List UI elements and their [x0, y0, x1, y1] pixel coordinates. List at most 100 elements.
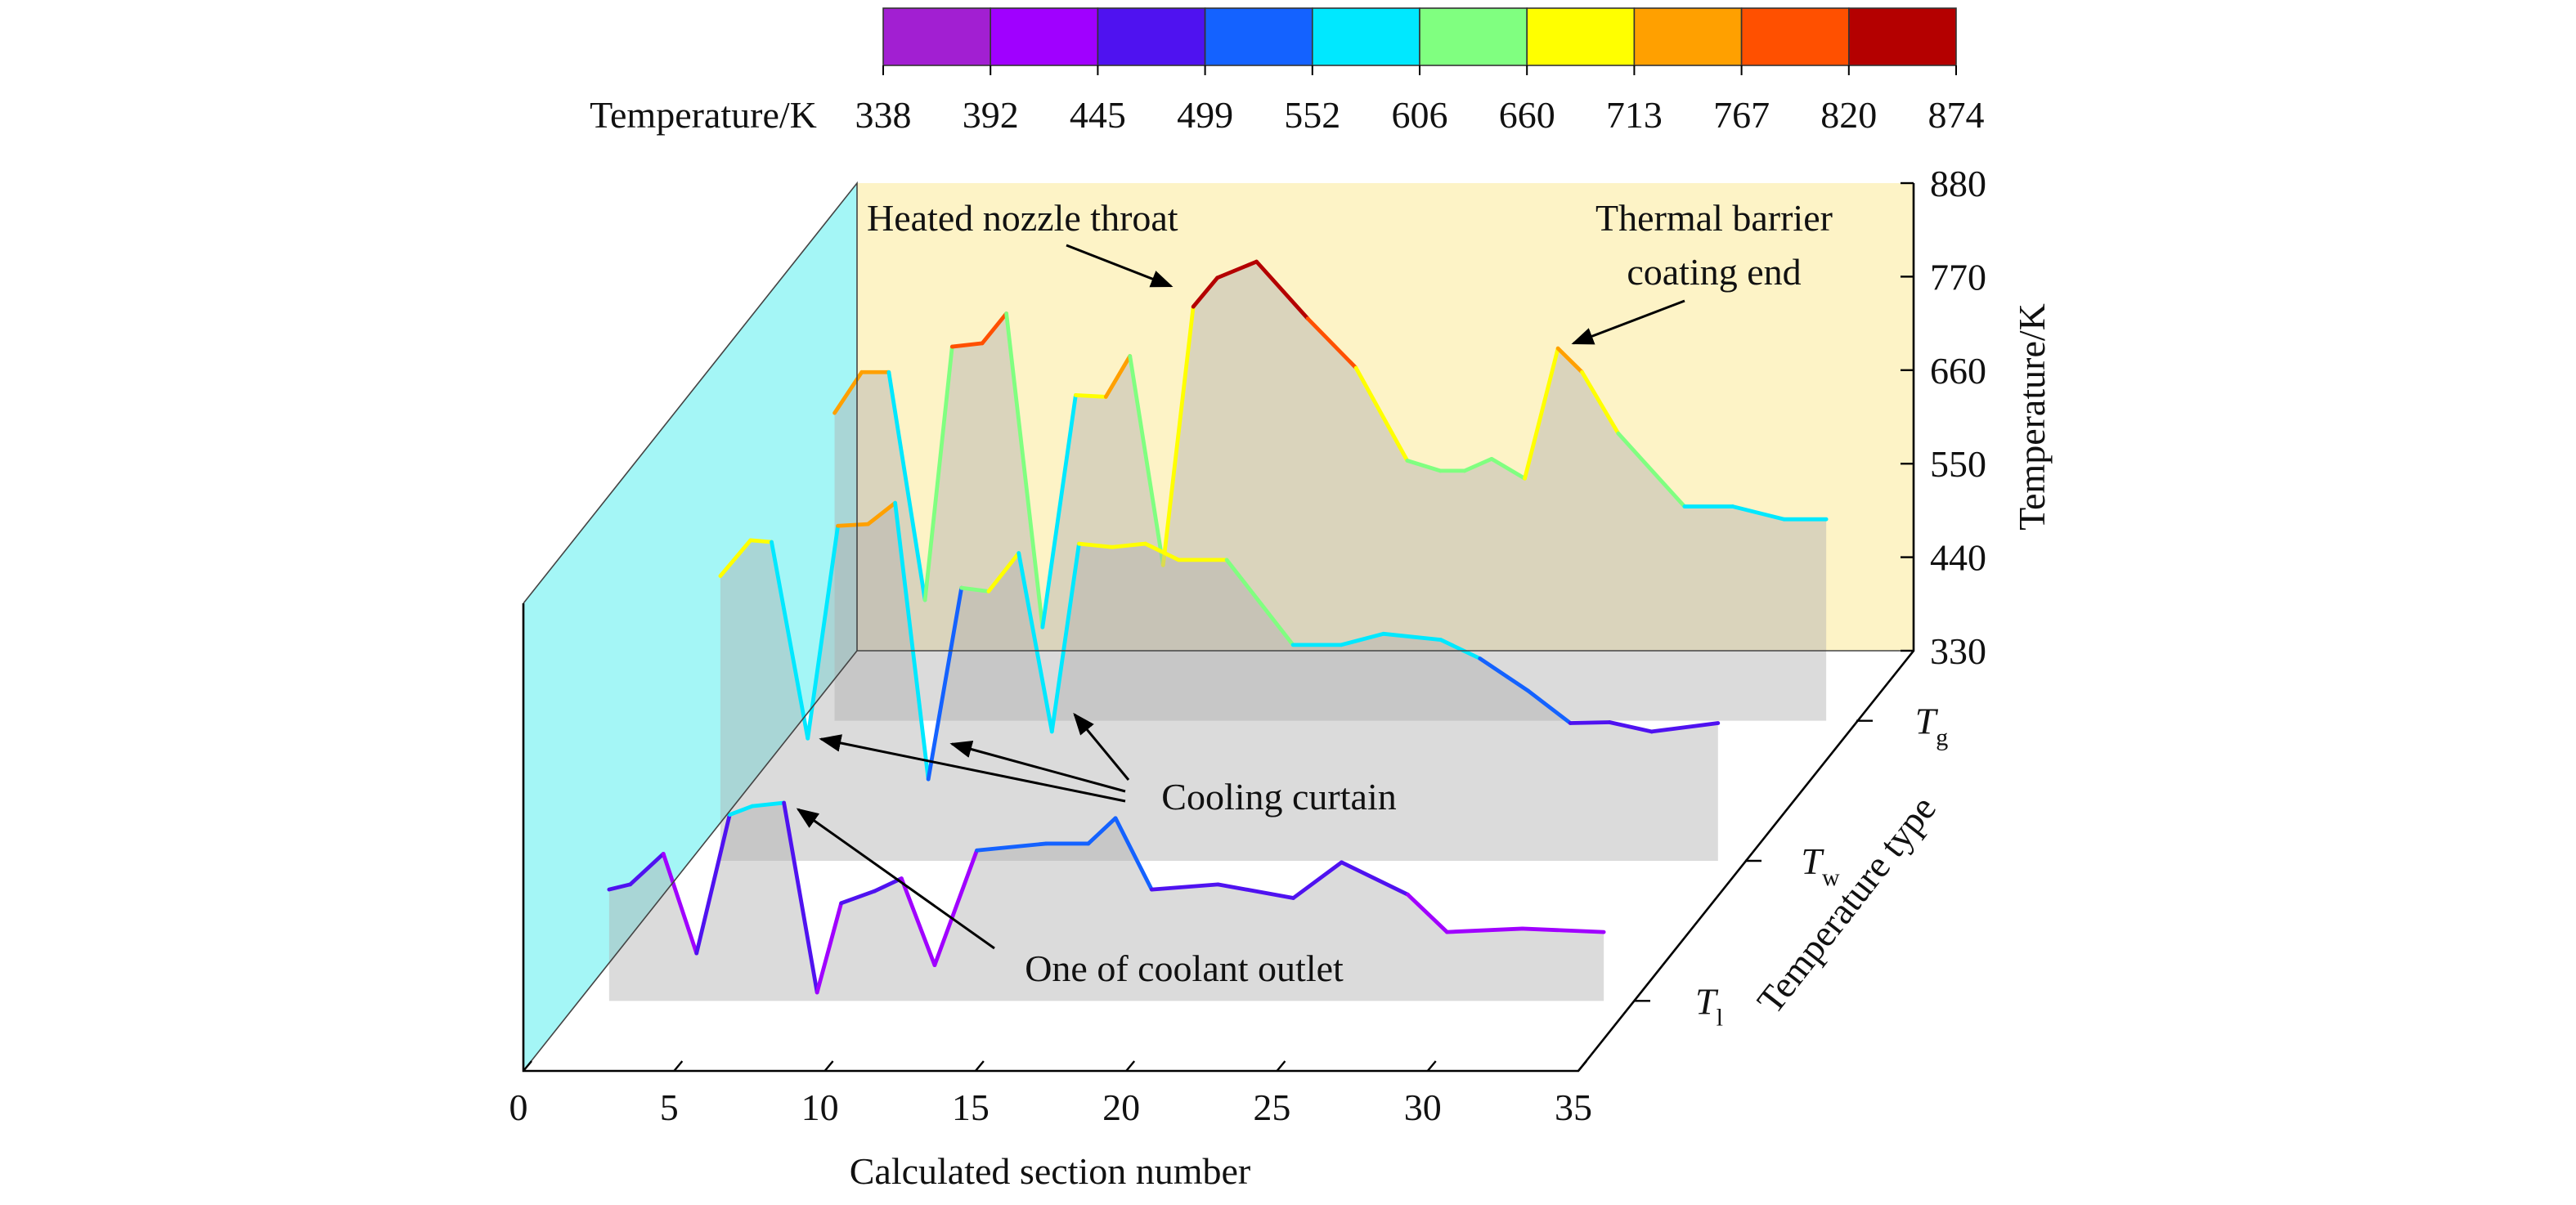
colorbar-tick-label: 767	[1713, 94, 1770, 136]
line-segment	[839, 889, 877, 906]
line-segment	[815, 901, 844, 995]
annotation: coating end	[1627, 251, 1801, 293]
z-tick-label: 880	[1930, 163, 1986, 204]
line-segment	[718, 538, 753, 578]
line-segment	[1555, 346, 1584, 374]
annotation: Cooling curtain	[1161, 776, 1396, 818]
series-area	[720, 503, 1718, 861]
line-segment	[1520, 926, 1606, 934]
z-tick-label: 550	[1930, 443, 1986, 485]
line-segment	[1353, 365, 1410, 463]
line-segment	[975, 841, 1048, 853]
depth-axis-title: Temperature type	[1748, 788, 1944, 1021]
wall-edge	[523, 181, 1914, 652]
line-segment	[750, 800, 787, 809]
x-tick-label: 10	[801, 1086, 839, 1128]
annotation: One of coolant outlet	[1025, 947, 1344, 989]
colorbar-cell	[1740, 7, 1850, 66]
line-segment	[1305, 316, 1358, 370]
annotation-arrow	[1073, 712, 1130, 781]
line-segment	[1128, 354, 1165, 567]
line-segment	[1489, 456, 1527, 481]
x-axis-title: Calculated section number	[850, 1150, 1251, 1192]
line-segment	[748, 538, 774, 544]
depth-tick-label: Tw	[1801, 840, 1840, 891]
colorbar-label: Temperature/K	[590, 94, 817, 136]
line-segment	[628, 852, 666, 887]
colorbar-tick-label: 874	[1928, 94, 1985, 136]
line-segment	[607, 882, 633, 892]
line-segment	[1160, 304, 1196, 567]
line-segment	[1649, 721, 1721, 734]
x-tick-label: 0	[509, 1086, 528, 1128]
x-tick	[1276, 1060, 1286, 1072]
line-segment	[782, 800, 819, 995]
line-segment	[1438, 638, 1483, 661]
line-segment	[1077, 541, 1115, 549]
line-segment	[922, 344, 954, 602]
line-segment	[1405, 459, 1443, 473]
line-segment	[1149, 882, 1220, 892]
x-tick	[673, 1060, 684, 1072]
colorbar-cell	[1419, 7, 1528, 66]
colorbar-tick-label: 713	[1606, 94, 1663, 136]
x-tick	[974, 1060, 985, 1072]
colorbar-tick-label: 820	[1820, 94, 1877, 136]
line-segment	[1191, 275, 1220, 309]
line-segment	[1113, 816, 1154, 892]
line-segment	[1103, 354, 1133, 399]
z-tick-label: 660	[1930, 350, 1986, 392]
line-segment	[893, 500, 931, 782]
colorbar-cell	[1633, 7, 1743, 66]
line-segment	[1339, 631, 1386, 647]
line-segment	[866, 500, 898, 526]
x-tick	[1426, 1060, 1437, 1072]
line-segment	[1016, 551, 1054, 734]
annotation: Thermal barrier	[1595, 197, 1833, 239]
line-segment	[1143, 541, 1181, 562]
line-segment	[661, 852, 699, 956]
x-tick-label: 25	[1253, 1086, 1290, 1128]
x-tick	[1125, 1060, 1136, 1072]
x-tick-label: 30	[1404, 1086, 1442, 1128]
x-tick	[523, 1060, 532, 1072]
depth-tick-label: Tg	[1915, 701, 1949, 751]
x-tick-label: 5	[660, 1086, 679, 1128]
line-segment	[1291, 860, 1344, 900]
z-axis-title: Temperature/K	[2011, 303, 2053, 531]
line-segment	[1462, 456, 1494, 473]
colorbar-cell	[1848, 7, 1957, 66]
line-segment	[1478, 656, 1531, 693]
line-segment	[1049, 541, 1081, 734]
line-segment	[886, 370, 927, 602]
annotation-arrow	[1066, 244, 1174, 288]
z-tick-label: 440	[1930, 537, 1986, 579]
line-segment	[1445, 926, 1525, 934]
line-segment	[1730, 504, 1786, 522]
wall-edge	[523, 650, 858, 1072]
line-segment	[1074, 392, 1108, 399]
line-segment	[1040, 392, 1078, 629]
line-segment	[1215, 259, 1259, 280]
line-segment	[1224, 558, 1295, 647]
line-segment	[1406, 892, 1449, 934]
colorbar-cell	[1312, 7, 1420, 66]
line-segment	[986, 551, 1021, 594]
line-segment	[694, 813, 732, 956]
z-tick-label: 770	[1930, 256, 1986, 298]
line-segment	[806, 523, 840, 741]
colorbar-tick-label: 499	[1177, 94, 1233, 136]
line-segment	[899, 876, 937, 968]
line-segment	[926, 585, 964, 782]
colorbar-cell	[1204, 7, 1313, 66]
line-segment	[1254, 259, 1310, 321]
annotation-arrow	[1571, 299, 1685, 345]
depth-tick-label: Tl	[1695, 980, 1723, 1031]
line-segment	[949, 341, 985, 349]
line-segment	[1381, 631, 1443, 642]
line-segment	[1523, 346, 1560, 481]
line-segment	[1215, 882, 1295, 900]
line-segment	[980, 311, 1009, 346]
